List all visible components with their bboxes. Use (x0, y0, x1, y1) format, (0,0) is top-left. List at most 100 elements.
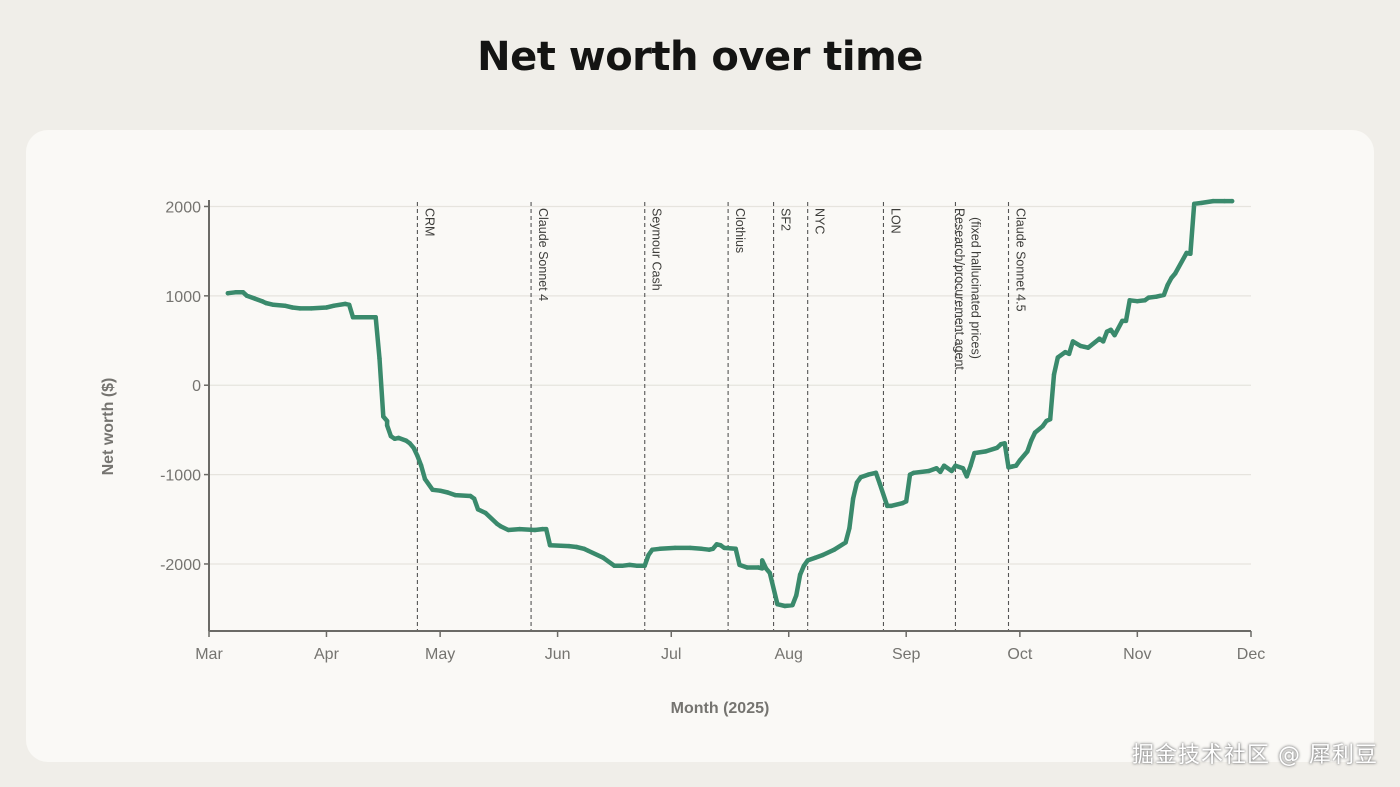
data-point (1051, 372, 1057, 377)
data-point (858, 475, 863, 480)
data-point (430, 487, 435, 492)
data-point (854, 480, 860, 485)
data-point (347, 302, 352, 307)
page-title: Net worth over time (477, 34, 923, 80)
data-point (767, 570, 772, 576)
data-point (763, 566, 769, 571)
event-label: Claude Sonnet 4 (536, 208, 550, 301)
data-point (566, 543, 572, 549)
data-point (1229, 198, 1235, 204)
data-point (805, 558, 810, 563)
data-point (453, 492, 458, 498)
data-point (544, 526, 549, 532)
data-point (843, 540, 848, 545)
y-axis-label: Net worth ($) (100, 378, 117, 476)
data-point (900, 501, 905, 506)
x-tick-label: Dec (1237, 646, 1265, 663)
data-point (1199, 200, 1204, 206)
data-point (657, 546, 663, 551)
data-point (475, 507, 481, 512)
x-tick-label: Mar (195, 646, 223, 663)
data-point (233, 290, 238, 295)
data-point (688, 545, 693, 551)
axes: 2000 1000 0 -1000 -2000 Mar Apr May Jun Jul Aug Sep… (160, 199, 1265, 663)
data-point (1161, 292, 1167, 298)
data-point (983, 449, 988, 454)
data-point (1188, 251, 1193, 256)
data-point (1002, 441, 1007, 446)
x-tick-label: May (425, 646, 455, 663)
data-point (926, 468, 932, 474)
net-worth-chart: CRM Claude Sonnet 4 Seymour Cash Clothius SF… (100, 198, 1265, 717)
y-tick-label: 1000 (165, 289, 201, 306)
data-point (744, 565, 750, 570)
data-point (1169, 275, 1174, 281)
data-point (847, 526, 852, 531)
data-point (797, 572, 803, 577)
data-point (877, 481, 882, 486)
data-point (832, 547, 837, 552)
data-point (760, 566, 765, 571)
data-point (722, 545, 727, 551)
data-point (271, 302, 276, 307)
y-tick-label: 2000 (165, 199, 201, 216)
data-point (760, 558, 765, 563)
data-point (1010, 464, 1015, 469)
data-point (790, 602, 795, 608)
data-point (358, 315, 363, 320)
data-point (581, 546, 587, 551)
event-label: Claude Sonnet 4.5 (1013, 208, 1027, 312)
data-point (820, 552, 825, 558)
data-point (494, 521, 500, 526)
data-point (392, 436, 397, 441)
data-point (699, 546, 704, 551)
data-point (1097, 336, 1102, 341)
data-point (1222, 198, 1227, 204)
data-point (1006, 465, 1011, 470)
data-point (263, 300, 268, 306)
data-point (756, 565, 761, 570)
series-line-net-worth (225, 198, 1235, 609)
data-point (885, 503, 890, 509)
data-point (1173, 271, 1178, 276)
x-tick-label: Nov (1123, 646, 1151, 663)
data-point (873, 470, 879, 475)
data-point (1127, 298, 1132, 303)
data-point (350, 315, 356, 320)
data-point (407, 441, 412, 446)
data-point (941, 463, 947, 468)
data-point (384, 423, 390, 428)
data-point (1013, 463, 1019, 468)
data-point (1123, 318, 1129, 324)
data-point (949, 468, 954, 474)
data-point (904, 499, 909, 504)
data-point (252, 296, 257, 301)
data-point (468, 493, 473, 499)
data-point (472, 496, 477, 501)
data-point (403, 438, 409, 443)
data-point (297, 306, 303, 311)
data-point (972, 450, 977, 456)
data-point (794, 593, 799, 598)
event-label: NYC (813, 208, 827, 234)
data-point (574, 544, 579, 550)
data-point (1165, 282, 1170, 288)
data-point (331, 303, 337, 308)
x-tick-label: Sep (892, 646, 921, 663)
data-point (960, 466, 966, 471)
watermark: 掘金技术社区 @ 犀利豆 (1132, 743, 1378, 768)
data-point (540, 526, 545, 532)
x-tick-label: Jun (545, 646, 571, 663)
data-point (1154, 294, 1159, 299)
data-point (532, 527, 538, 533)
data-point (483, 510, 488, 516)
event-label: (fixed hallucinated prices) (968, 217, 982, 359)
data-point (934, 466, 939, 471)
data-point (737, 562, 742, 568)
data-point (384, 418, 390, 424)
data-point (718, 543, 723, 548)
data-point (994, 445, 1000, 450)
data-point (733, 546, 738, 551)
data-point (938, 469, 943, 475)
data-point (547, 543, 553, 548)
